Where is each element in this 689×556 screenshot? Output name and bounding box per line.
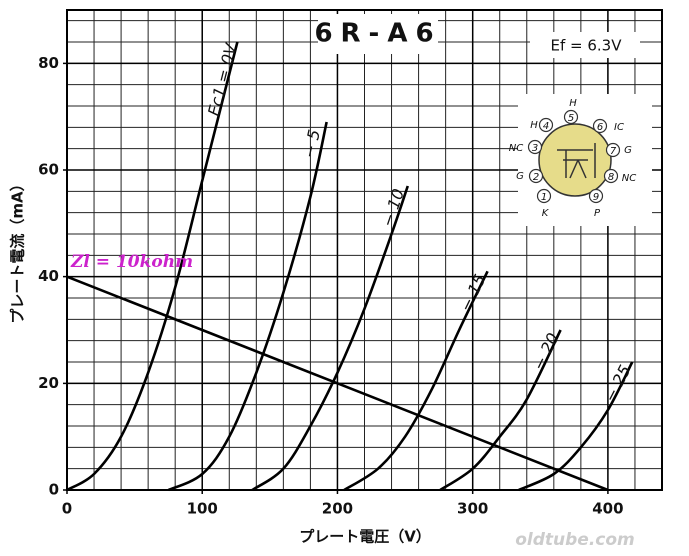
y-tick-label: 40: [38, 267, 59, 285]
pin-label: G: [516, 171, 524, 182]
y-tick-label: 80: [38, 54, 59, 72]
pin-label: H: [569, 98, 577, 109]
x-axis-label: プレート電圧（V）: [299, 528, 431, 546]
y-tick-label: 20: [38, 374, 59, 392]
pin-number: 3: [532, 143, 538, 154]
pin: [603, 168, 619, 184]
pin-number: 2: [533, 172, 539, 183]
pin-number: 4: [543, 121, 549, 132]
annotation-box: [530, 32, 640, 58]
pin-label: G: [624, 145, 632, 156]
pin: [605, 142, 621, 158]
load-line-label: Zl = 10kohm: [70, 252, 193, 272]
pin-label: NC: [509, 143, 523, 154]
pin-label: K: [542, 208, 550, 219]
x-tick-label: 0: [62, 500, 72, 518]
pin-number: 8: [608, 172, 614, 183]
plate-curve: [251, 185, 410, 492]
pin: [588, 188, 604, 204]
plate-curve: [518, 361, 634, 492]
pin-label: P: [594, 208, 601, 219]
plate-curve: [439, 329, 562, 492]
pin: [592, 118, 608, 134]
watermark: oldtube.com: [515, 530, 635, 550]
plate-curve: [66, 41, 239, 492]
x-tick-label: 100: [187, 500, 218, 518]
pin: [538, 117, 554, 133]
base-symbol: [557, 143, 596, 179]
pin-number: 7: [610, 146, 617, 157]
pin: [528, 168, 544, 184]
x-tick-label: 200: [322, 500, 353, 518]
pin-number: 9: [593, 192, 599, 203]
y-tick-label: 60: [38, 161, 59, 179]
x-tick-label: 300: [457, 500, 488, 518]
chart-title: 6R-A6: [314, 19, 441, 49]
load-line: [66, 275, 609, 492]
pin: [527, 139, 543, 155]
plate-curve: [343, 270, 489, 492]
title-box: [318, 14, 438, 54]
pin-label: H: [530, 120, 538, 131]
x-tick-label: 400: [592, 500, 623, 518]
plate-curve: [167, 121, 328, 492]
pin-label: NC: [622, 173, 636, 184]
pin-label: IC: [614, 122, 624, 133]
pin: [563, 109, 579, 125]
y-tick-label: 0: [49, 481, 59, 499]
pin-number: 5: [568, 113, 574, 124]
pin-number: 6: [597, 122, 603, 133]
y-axis-label: プレート電流（mA）: [9, 176, 27, 323]
annotation: Ef = 6.3V: [551, 37, 623, 55]
pin: [536, 188, 552, 204]
pin-number: 1: [541, 192, 547, 203]
